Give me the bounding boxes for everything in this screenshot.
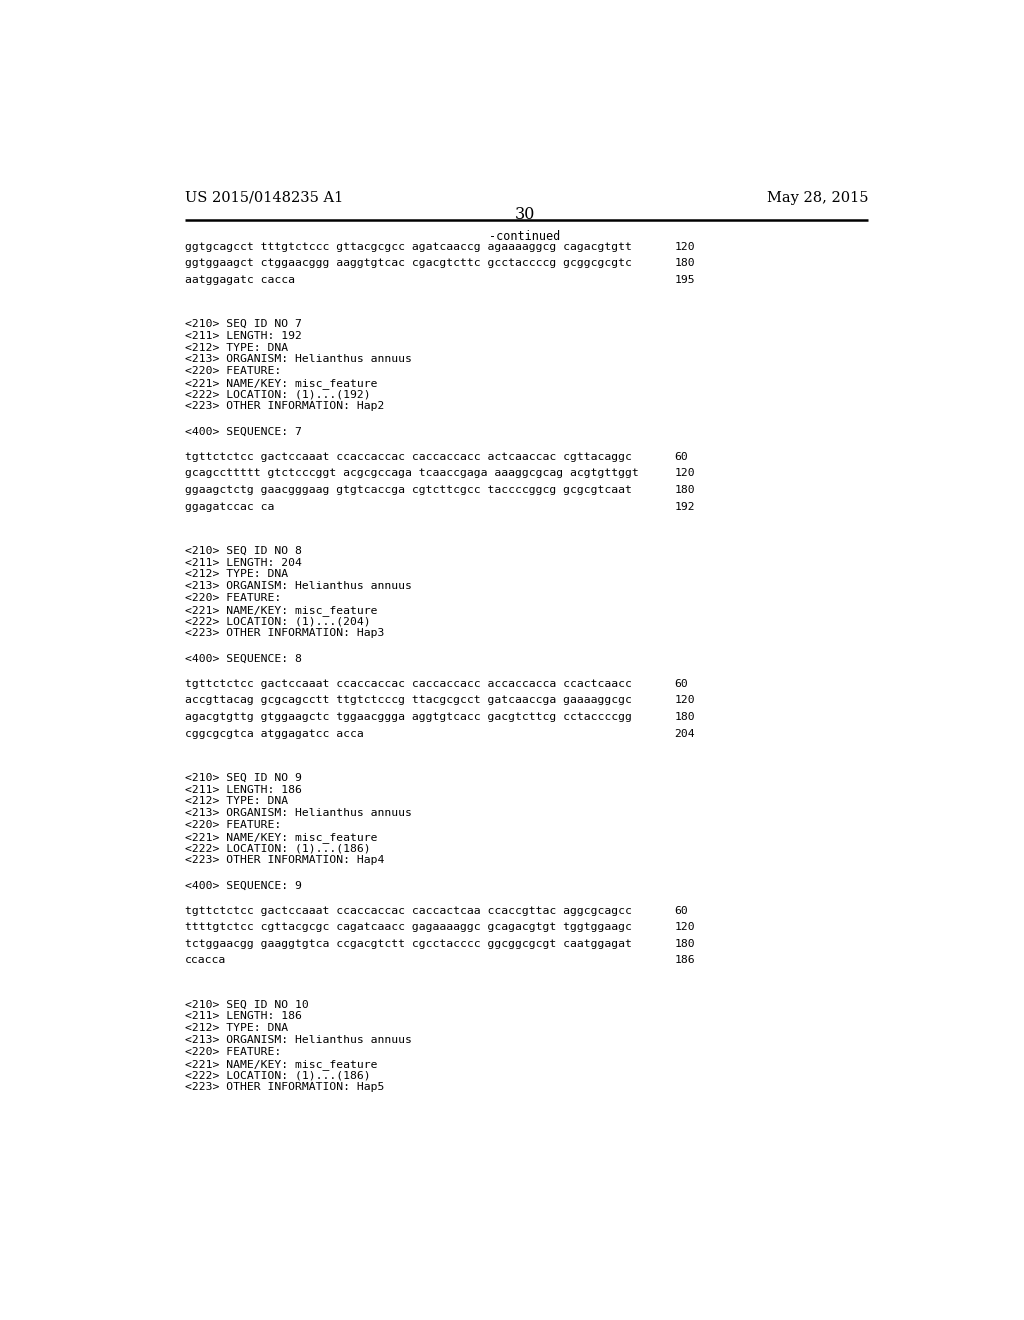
Text: <221> NAME/KEY: misc_feature: <221> NAME/KEY: misc_feature (184, 832, 377, 842)
Text: 120: 120 (675, 696, 695, 705)
Text: 204: 204 (675, 729, 695, 738)
Text: <400> SEQUENCE: 7: <400> SEQUENCE: 7 (184, 426, 301, 437)
Text: <223> OTHER INFORMATION: Hap3: <223> OTHER INFORMATION: Hap3 (184, 628, 384, 639)
Text: <212> TYPE: DNA: <212> TYPE: DNA (184, 796, 288, 807)
Text: -continued: -continued (489, 230, 560, 243)
Text: <220> FEATURE:: <220> FEATURE: (184, 1047, 281, 1057)
Text: ccacca: ccacca (184, 956, 226, 965)
Text: gcagccttttt gtctcccggt acgcgccaga tcaaccgaga aaaggcgcag acgtgttggt: gcagccttttt gtctcccggt acgcgccaga tcaacc… (184, 469, 638, 478)
Text: tgttctctcc gactccaaat ccaccaccac caccactcaa ccaccgttac aggcgcagcc: tgttctctcc gactccaaat ccaccaccac caccact… (184, 906, 632, 916)
Text: 120: 120 (675, 923, 695, 932)
Text: <221> NAME/KEY: misc_feature: <221> NAME/KEY: misc_feature (184, 605, 377, 615)
Text: <210> SEQ ID NO 9: <210> SEQ ID NO 9 (184, 772, 301, 783)
Text: <212> TYPE: DNA: <212> TYPE: DNA (184, 342, 288, 352)
Text: <220> FEATURE:: <220> FEATURE: (184, 820, 281, 830)
Text: 120: 120 (675, 242, 695, 252)
Text: 195: 195 (675, 275, 695, 285)
Text: <212> TYPE: DNA: <212> TYPE: DNA (184, 1023, 288, 1034)
Text: <220> FEATURE:: <220> FEATURE: (184, 593, 281, 603)
Text: <222> LOCATION: (1)...(192): <222> LOCATION: (1)...(192) (184, 389, 371, 400)
Text: ggtggaagct ctggaacggg aaggtgtcac cgacgtcttc gcctaccccg gcggcgcgtc: ggtggaagct ctggaacggg aaggtgtcac cgacgtc… (184, 259, 632, 268)
Text: <222> LOCATION: (1)...(186): <222> LOCATION: (1)...(186) (184, 1071, 371, 1080)
Text: 60: 60 (675, 451, 688, 462)
Text: 180: 180 (675, 259, 695, 268)
Text: <223> OTHER INFORMATION: Hap4: <223> OTHER INFORMATION: Hap4 (184, 855, 384, 865)
Text: <220> FEATURE:: <220> FEATURE: (184, 366, 281, 376)
Text: 180: 180 (675, 484, 695, 495)
Text: <223> OTHER INFORMATION: Hap2: <223> OTHER INFORMATION: Hap2 (184, 401, 384, 412)
Text: tgttctctcc gactccaaat ccaccaccac caccaccacc accaccacca ccactcaacc: tgttctctcc gactccaaat ccaccaccac caccacc… (184, 678, 632, 689)
Text: ttttgtctcc cgttacgcgc cagatcaacc gagaaaaggc gcagacgtgt tggtggaagc: ttttgtctcc cgttacgcgc cagatcaacc gagaaaa… (184, 923, 632, 932)
Text: <210> SEQ ID NO 7: <210> SEQ ID NO 7 (184, 319, 301, 329)
Text: <221> NAME/KEY: misc_feature: <221> NAME/KEY: misc_feature (184, 1059, 377, 1069)
Text: <400> SEQUENCE: 9: <400> SEQUENCE: 9 (184, 880, 301, 891)
Text: <213> ORGANISM: Helianthus annuus: <213> ORGANISM: Helianthus annuus (184, 808, 412, 818)
Text: May 28, 2015: May 28, 2015 (767, 191, 868, 205)
Text: <222> LOCATION: (1)...(186): <222> LOCATION: (1)...(186) (184, 843, 371, 854)
Text: <211> LENGTH: 192: <211> LENGTH: 192 (184, 331, 301, 341)
Text: tctggaacgg gaaggtgtca ccgacgtctt cgcctacccc ggcggcgcgt caatggagat: tctggaacgg gaaggtgtca ccgacgtctt cgcctac… (184, 939, 632, 949)
Text: <213> ORGANISM: Helianthus annuus: <213> ORGANISM: Helianthus annuus (184, 1035, 412, 1045)
Text: <210> SEQ ID NO 10: <210> SEQ ID NO 10 (184, 999, 308, 1010)
Text: 60: 60 (675, 906, 688, 916)
Text: ggtgcagcct tttgtctccc gttacgcgcc agatcaaccg agaaaaggcg cagacgtgtt: ggtgcagcct tttgtctccc gttacgcgcc agatcaa… (184, 242, 632, 252)
Text: 120: 120 (675, 469, 695, 478)
Text: agacgtgttg gtggaagctc tggaacggga aggtgtcacc gacgtcttcg cctaccccgg: agacgtgttg gtggaagctc tggaacggga aggtgtc… (184, 711, 632, 722)
Text: <211> LENGTH: 186: <211> LENGTH: 186 (184, 784, 301, 795)
Text: <210> SEQ ID NO 8: <210> SEQ ID NO 8 (184, 546, 301, 556)
Text: ggagatccac ca: ggagatccac ca (184, 502, 274, 512)
Text: 30: 30 (515, 206, 535, 223)
Text: accgttacag gcgcagcctt ttgtctcccg ttacgcgcct gatcaaccga gaaaaggcgc: accgttacag gcgcagcctt ttgtctcccg ttacgcg… (184, 696, 632, 705)
Text: <221> NAME/KEY: misc_feature: <221> NAME/KEY: misc_feature (184, 378, 377, 389)
Text: 60: 60 (675, 678, 688, 689)
Text: <222> LOCATION: (1)...(204): <222> LOCATION: (1)...(204) (184, 616, 371, 627)
Text: 192: 192 (675, 502, 695, 512)
Text: ggaagctctg gaacgggaag gtgtcaccga cgtcttcgcc taccccggcg gcgcgtcaat: ggaagctctg gaacgggaag gtgtcaccga cgtcttc… (184, 484, 632, 495)
Text: 180: 180 (675, 711, 695, 722)
Text: <213> ORGANISM: Helianthus annuus: <213> ORGANISM: Helianthus annuus (184, 581, 412, 591)
Text: 186: 186 (675, 956, 695, 965)
Text: cggcgcgtca atggagatcc acca: cggcgcgtca atggagatcc acca (184, 729, 364, 738)
Text: <212> TYPE: DNA: <212> TYPE: DNA (184, 569, 288, 579)
Text: tgttctctcc gactccaaat ccaccaccac caccaccacc actcaaccac cgttacaggc: tgttctctcc gactccaaat ccaccaccac caccacc… (184, 451, 632, 462)
Text: aatggagatc cacca: aatggagatc cacca (184, 275, 295, 285)
Text: 180: 180 (675, 939, 695, 949)
Text: <213> ORGANISM: Helianthus annuus: <213> ORGANISM: Helianthus annuus (184, 354, 412, 364)
Text: <400> SEQUENCE: 8: <400> SEQUENCE: 8 (184, 653, 301, 664)
Text: US 2015/0148235 A1: US 2015/0148235 A1 (184, 191, 343, 205)
Text: <223> OTHER INFORMATION: Hap5: <223> OTHER INFORMATION: Hap5 (184, 1082, 384, 1092)
Text: <211> LENGTH: 204: <211> LENGTH: 204 (184, 557, 301, 568)
Text: <211> LENGTH: 186: <211> LENGTH: 186 (184, 1011, 301, 1022)
